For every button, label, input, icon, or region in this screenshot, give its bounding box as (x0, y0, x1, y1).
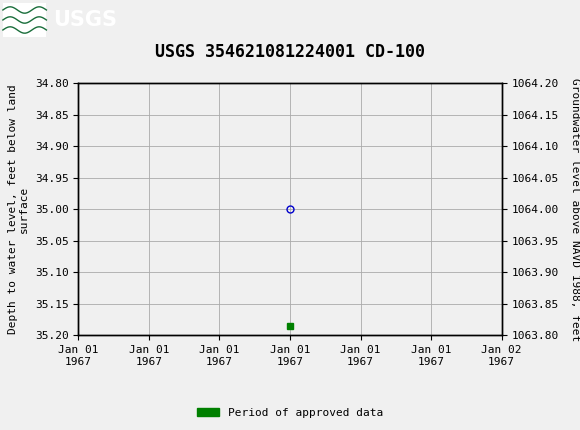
Y-axis label: Depth to water level, feet below land
surface: Depth to water level, feet below land su… (8, 84, 29, 334)
Text: USGS 354621081224001 CD-100: USGS 354621081224001 CD-100 (155, 43, 425, 61)
Y-axis label: Groundwater level above NAVD 1988, feet: Groundwater level above NAVD 1988, feet (570, 77, 580, 341)
Legend: Period of approved data: Period of approved data (193, 403, 387, 422)
Bar (3, 3, 46, 37)
Text: USGS: USGS (53, 10, 117, 30)
